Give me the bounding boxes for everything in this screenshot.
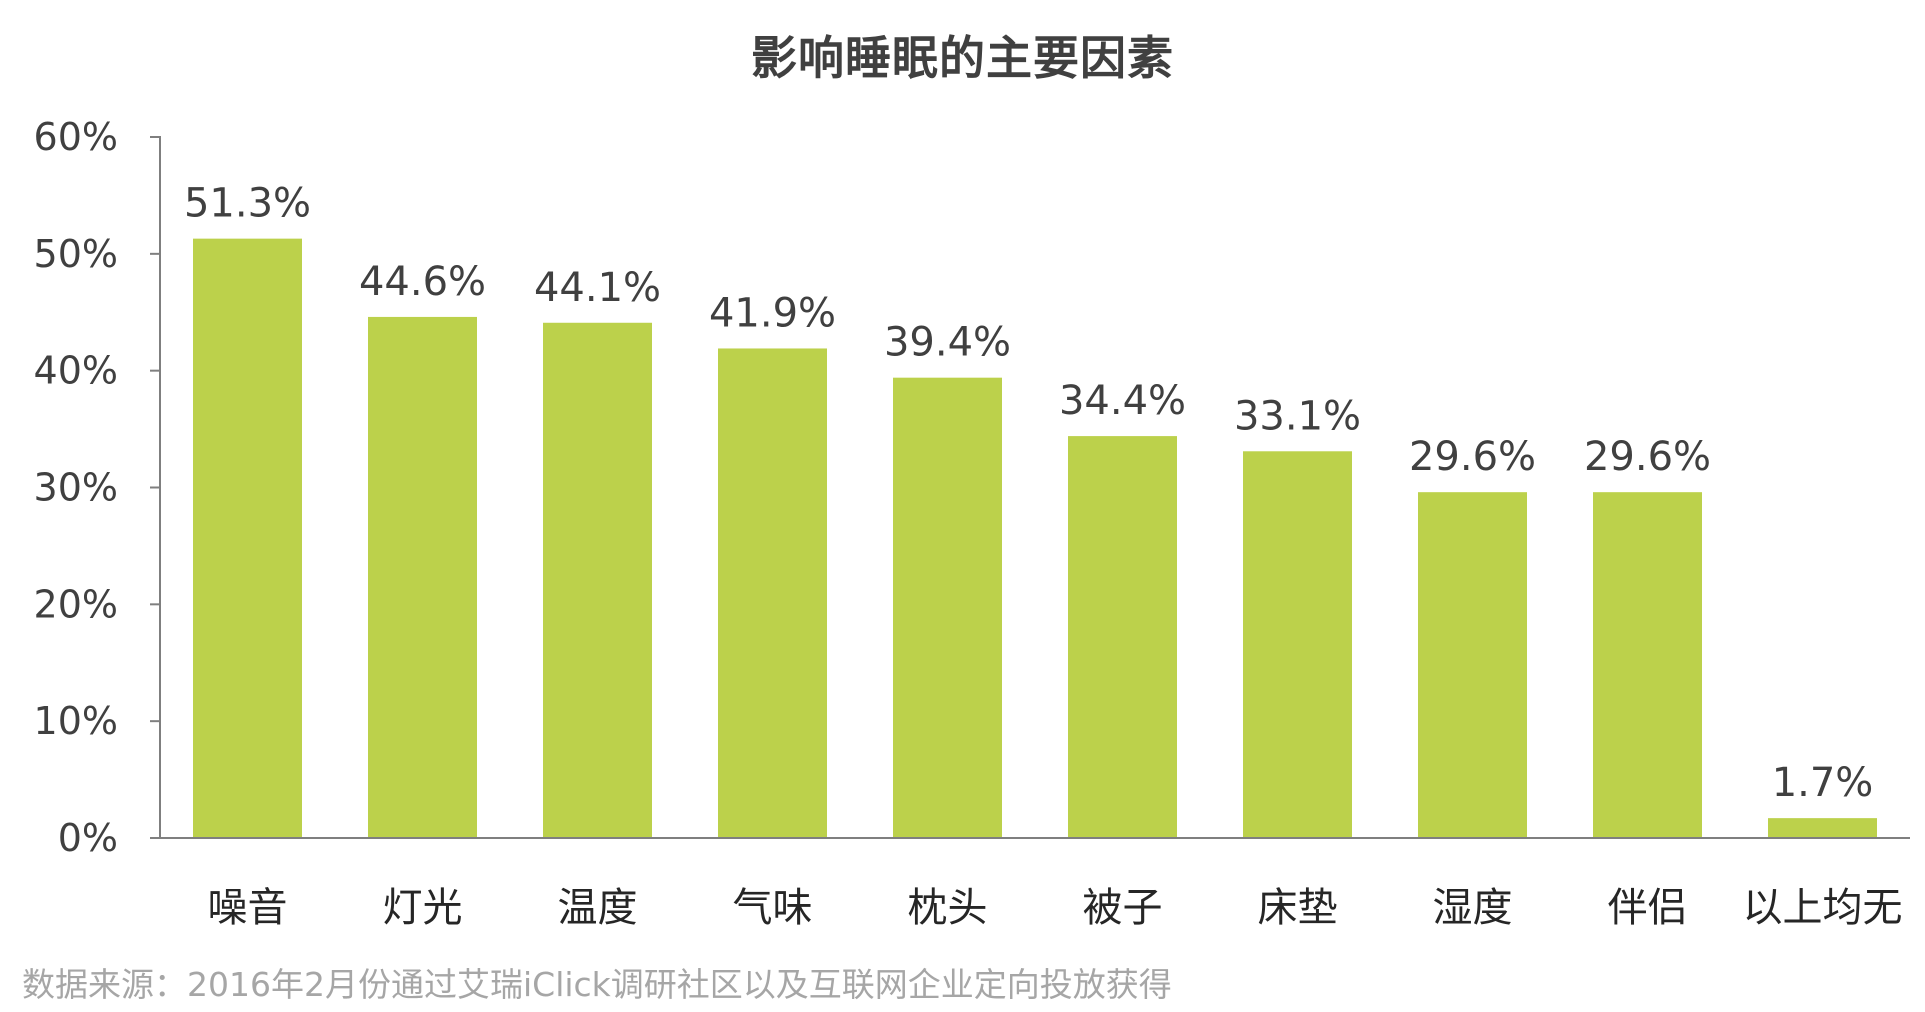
data-label: 33.1% xyxy=(1234,393,1361,439)
x-tick-label: 伴侣 xyxy=(1608,885,1688,931)
y-tick-label: 0% xyxy=(58,816,118,860)
data-label: 29.6% xyxy=(1584,434,1711,480)
source-note: 数据来源：2016年2月份通过艾瑞iClick调研社区以及互联网企业定向投放获得 xyxy=(22,965,1172,1004)
bar xyxy=(1243,451,1352,838)
bars-layer xyxy=(193,238,1877,838)
bar xyxy=(1593,492,1702,838)
x-tick-label: 被子 xyxy=(1083,885,1163,931)
bar xyxy=(718,348,827,838)
x-tick-label: 湿度 xyxy=(1433,885,1513,931)
x-tick-label: 以上均无 xyxy=(1743,885,1903,931)
data-label: 51.3% xyxy=(184,181,311,227)
x-tick-label: 气味 xyxy=(733,885,813,931)
x-tick-label: 床垫 xyxy=(1258,885,1338,931)
data-label: 41.9% xyxy=(709,290,836,336)
y-tick-label: 50% xyxy=(34,232,118,276)
x-tick-label: 灯光 xyxy=(383,885,463,931)
chart-title: 影响睡眠的主要因素 xyxy=(751,31,1174,85)
bar xyxy=(543,322,652,838)
bar xyxy=(1068,436,1177,838)
x-tick-label: 温度 xyxy=(558,885,638,931)
y-tick-label: 60% xyxy=(34,115,118,159)
y-tick-label: 10% xyxy=(34,699,118,743)
x-tick-label: 噪音 xyxy=(208,885,288,931)
bar xyxy=(893,377,1002,838)
bar xyxy=(193,238,302,838)
data-label: 39.4% xyxy=(884,320,1011,366)
data-label: 34.4% xyxy=(1059,378,1186,424)
y-tick-label: 40% xyxy=(34,349,118,393)
data-label: 29.6% xyxy=(1409,434,1536,480)
y-tick-label: 30% xyxy=(34,466,118,510)
labels-layer: 51.3% 噪音 44.6% 灯光 44.1% 温度 41.9% 气味 39.4% 枕头 34.4%… xyxy=(184,181,1903,931)
bar xyxy=(1418,492,1527,838)
y-tick-label: 20% xyxy=(34,582,118,626)
data-label: 1.7% xyxy=(1772,760,1874,806)
bar xyxy=(368,316,477,838)
axis-layer: 0% 10% 20% 30% 40% 50% 60% xyxy=(34,115,1910,860)
x-tick-label: 枕头 xyxy=(908,885,988,931)
bar xyxy=(1768,818,1877,838)
data-label: 44.1% xyxy=(534,265,661,311)
data-label: 44.6% xyxy=(359,259,486,305)
